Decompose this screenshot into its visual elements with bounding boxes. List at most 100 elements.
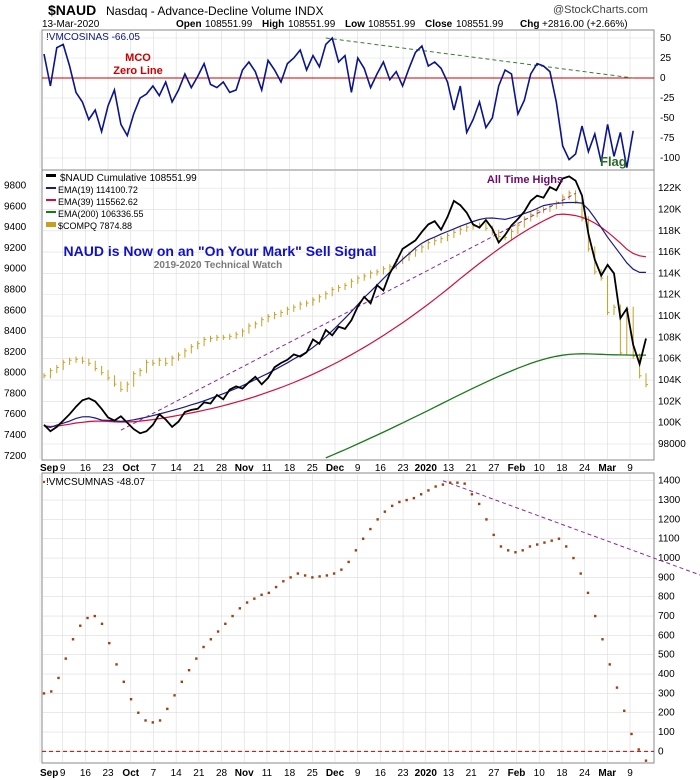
- mco-y-tick: 50: [660, 33, 672, 44]
- x-tick-label: Nov: [235, 463, 254, 474]
- x-tick-label: 28: [216, 463, 228, 474]
- x-tick-label: 23: [103, 463, 115, 474]
- sum-point: [231, 614, 234, 618]
- x-tick-label: 27: [488, 463, 500, 474]
- main-right-tick: 116K: [658, 247, 681, 258]
- sum-point: [202, 645, 205, 649]
- watermark-label: @StockCharts.com: [553, 4, 648, 16]
- sum-point: [405, 498, 408, 502]
- sum-point: [187, 669, 191, 672]
- sum-point: [514, 551, 517, 554]
- x-tick-label: 16: [80, 463, 92, 474]
- x-tick-label: Oct: [122, 768, 139, 779]
- mco-annotation-sub: Zero Line: [113, 65, 163, 77]
- main-trend-line: [120, 193, 576, 431]
- ema200-line: [325, 353, 646, 459]
- ema39-legend-swatch: [46, 199, 56, 201]
- sum-point: [318, 575, 321, 578]
- x-tick-label: Sep: [40, 463, 58, 474]
- x-tick-label: Feb: [508, 768, 526, 779]
- legend-ema200: EMA(200) 106336.55: [58, 209, 144, 219]
- sum-point: [623, 709, 626, 712]
- main-legend: $NAUD Cumulative 108551.99 EMA(19) 11410…: [46, 173, 197, 231]
- sum-point: [463, 482, 466, 485]
- sum-y-tick: 600: [658, 630, 675, 641]
- x-tick-label: 9: [60, 768, 66, 779]
- sum-point: [557, 537, 561, 540]
- sum-y-tick: 400: [658, 669, 675, 680]
- sum-y-tick: 1200: [658, 514, 681, 525]
- low-label: Low: [345, 19, 365, 30]
- sum-point: [601, 638, 604, 641]
- mco-series-line: [43, 36, 634, 168]
- sum-point: [86, 616, 89, 620]
- sum-point: [630, 732, 633, 736]
- sum-point: [499, 545, 503, 548]
- x-tick-label: 27: [488, 768, 500, 779]
- sum-point: [151, 721, 154, 724]
- sum-point: [361, 537, 365, 540]
- x-tick-label: 2020: [415, 463, 438, 474]
- sum-point: [296, 572, 300, 575]
- mco-y-tick: 0: [660, 73, 666, 84]
- sum-y-tick: 1000: [658, 553, 681, 564]
- x-tick-label: 13: [443, 463, 455, 474]
- sum-point: [528, 545, 532, 548]
- x-tick-label: 18: [284, 463, 296, 474]
- main-left-tick: 8800: [4, 284, 27, 295]
- sum-point: [615, 686, 619, 689]
- x-tick-label: 9: [355, 463, 361, 474]
- sum-point: [369, 527, 372, 531]
- mco-legend: !VMCOSINAS -66.05: [46, 32, 140, 43]
- naud-legend-swatch: [46, 174, 56, 177]
- main-left-tick: 9800: [4, 181, 27, 192]
- x-tick-label: 25: [307, 768, 319, 779]
- main-left-tick: 8600: [4, 305, 27, 316]
- x-tick-label: Oct: [122, 463, 139, 474]
- sum-point: [137, 711, 140, 714]
- main-right-tick: 100K: [658, 418, 682, 429]
- sum-point: [79, 624, 82, 627]
- x-tick-label: 18: [284, 768, 296, 779]
- x-tick-label: Mar: [598, 463, 616, 474]
- x-tick-label: Dec: [326, 768, 345, 779]
- x-tick-label: 11: [262, 463, 273, 474]
- flag-label: Flag: [600, 154, 627, 169]
- sum-y-tick: 300: [658, 688, 675, 699]
- mco-annotation-title: MCO: [125, 52, 151, 64]
- mco-panel: [41, 29, 655, 171]
- open-label: Open: [176, 19, 202, 30]
- x-tick-label: 16: [375, 463, 387, 474]
- x-tick-label: 21: [193, 463, 205, 474]
- legend-ema39: EMA(39) 115562.62: [58, 197, 138, 207]
- sum-point: [115, 663, 118, 666]
- main-left-tick: 9000: [4, 264, 27, 275]
- sum-point: [340, 568, 343, 571]
- sum-y-tick: 900: [658, 572, 675, 583]
- sum-point: [543, 541, 546, 544]
- description-label: Nasdaq - Advance-Decline Volume INDX: [106, 4, 323, 18]
- sum-y-tick: 1400: [658, 476, 681, 487]
- x-tick-label: 9: [355, 768, 361, 779]
- x-tick-label: Nov: [235, 768, 254, 779]
- sum-point: [644, 759, 648, 762]
- x-tick-label: 18: [556, 768, 568, 779]
- x-tick-label: 21: [466, 768, 478, 779]
- sum-point: [108, 641, 111, 645]
- sum-point: [485, 518, 488, 521]
- sum-point: [260, 593, 263, 596]
- sum-point: [64, 657, 67, 660]
- low-value: 108551.99: [368, 19, 416, 30]
- sum-point: [412, 496, 416, 500]
- ema19-legend-swatch: [46, 187, 56, 189]
- sum-point: [267, 591, 271, 595]
- x-tick-label: 21: [193, 768, 205, 779]
- sum-point: [122, 680, 125, 683]
- x-tick-label: 2020: [415, 768, 438, 779]
- x-tick-label: 9: [627, 768, 633, 779]
- sum-point: [448, 481, 452, 484]
- sum-point: [42, 692, 46, 695]
- x-tick-label: 9: [627, 463, 633, 474]
- sum-point: [224, 622, 227, 625]
